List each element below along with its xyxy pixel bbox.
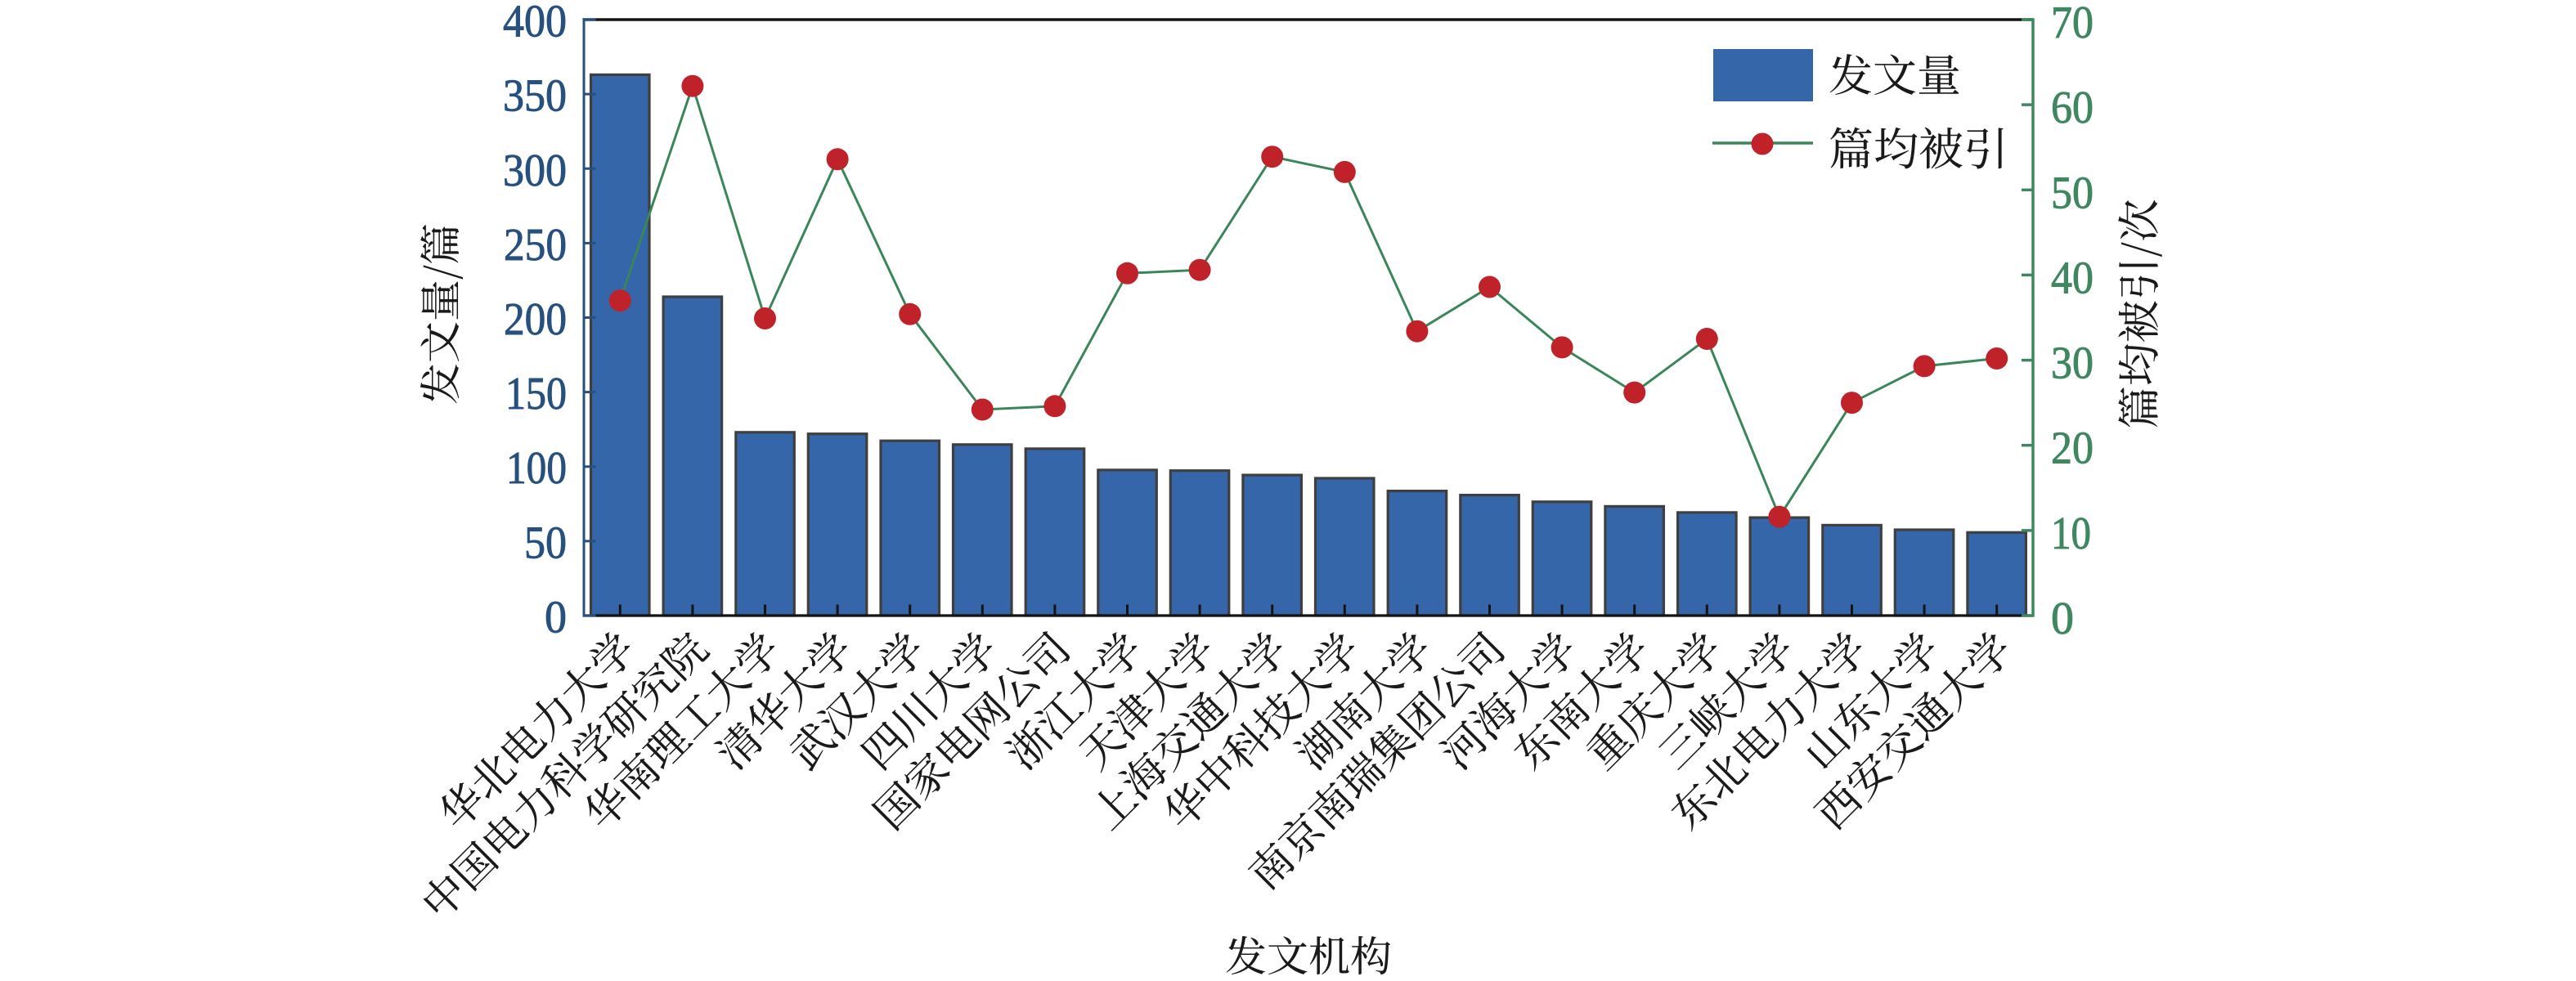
svg-text:20: 20 [2051,423,2094,474]
svg-text:30: 30 [2051,338,2094,389]
svg-text:100: 100 [506,443,567,494]
svg-text:350: 350 [503,71,567,122]
svg-text:400: 400 [503,0,567,47]
svg-text:0: 0 [2051,594,2074,644]
svg-text:300: 300 [503,146,567,196]
svg-text:70: 70 [2051,0,2094,48]
svg-text:0: 0 [545,593,567,643]
svg-text:250: 250 [504,220,567,271]
svg-text:150: 150 [505,369,567,419]
svg-text:200: 200 [504,294,567,345]
svg-text:10: 10 [2051,508,2091,559]
svg-text:40: 40 [2051,253,2094,303]
svg-text:60: 60 [2051,83,2094,133]
svg-text:50: 50 [524,517,567,568]
svg-text:50: 50 [2051,168,2094,218]
